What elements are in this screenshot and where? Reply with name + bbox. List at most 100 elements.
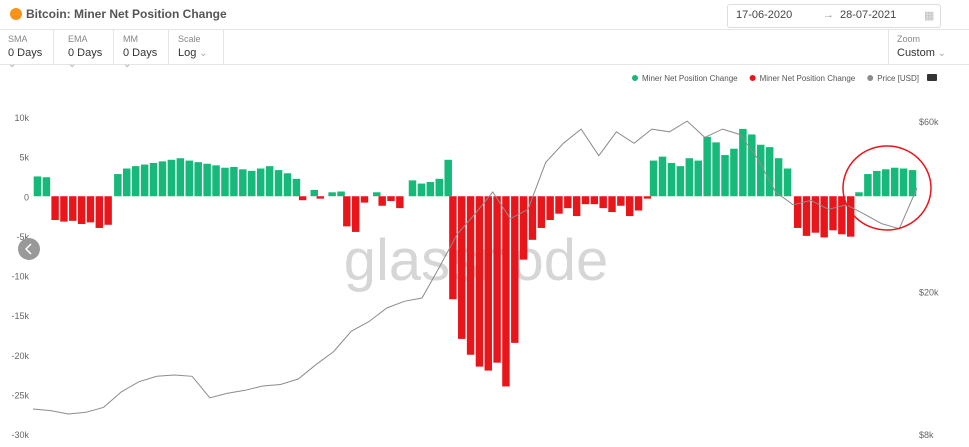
bar: [908, 170, 917, 197]
control[interactable]: MM 0 Days ⌄: [115, 30, 169, 70]
bar: [502, 196, 510, 387]
bar: [581, 196, 590, 205]
caret: ⌄: [123, 59, 132, 70]
bar: [528, 196, 537, 240]
bitcoin-icon: [10, 8, 22, 20]
control-value[interactable]: 0 Days: [123, 47, 158, 59]
bar: [802, 196, 811, 236]
control-value[interactable]: Custom: [897, 47, 935, 59]
bar: [590, 196, 599, 205]
bar: [230, 166, 238, 197]
control-value[interactable]: Log: [178, 47, 197, 59]
bar: [60, 196, 68, 222]
bar: [149, 162, 158, 197]
bar: [256, 168, 265, 197]
legend-dot: [632, 75, 638, 81]
camera-icon: [927, 74, 937, 81]
bar: [712, 142, 720, 197]
bar: [608, 196, 616, 213]
bar: [625, 196, 634, 217]
bar: [793, 196, 802, 228]
bar: [140, 164, 149, 197]
bar: [721, 155, 729, 197]
bar: [881, 169, 890, 197]
bar: [316, 196, 325, 199]
bar: [408, 180, 417, 197]
legend-dot: [749, 75, 756, 81]
bar: [617, 196, 625, 206]
bar: [864, 174, 872, 197]
y-tick-label: -5k: [16, 232, 29, 242]
calendar-icon[interactable]: ▦: [924, 10, 935, 22]
bar: [739, 128, 747, 197]
bar: [298, 196, 307, 201]
divider: [0, 64, 969, 65]
bar: [546, 196, 554, 221]
control-label: SMA: [8, 34, 28, 44]
bar: [104, 196, 112, 225]
bar: [774, 158, 783, 197]
bar: [466, 196, 475, 355]
y-tick-label: -20k: [11, 351, 29, 361]
plot: glassnode 10k5k0-5k-10k-15k-20k-25k-30k$…: [11, 74, 939, 440]
bar: [537, 196, 546, 228]
nav-button[interactable]: [18, 238, 40, 260]
bar: [838, 196, 846, 235]
control-label: EMA: [68, 34, 88, 44]
bar: [221, 167, 229, 197]
legend-dot: [867, 75, 874, 81]
bar: [158, 161, 167, 197]
control-label: MM: [123, 34, 138, 44]
bar: [274, 170, 283, 197]
bar: [283, 173, 292, 197]
control-value[interactable]: 0 Days: [8, 47, 43, 59]
bar: [33, 176, 42, 197]
control[interactable]: SMA 0 Days ⌄: [0, 30, 54, 70]
y-tick-label: 0: [24, 192, 29, 202]
legend-label: Price [USD]: [877, 74, 919, 83]
control-value[interactable]: 0 Days: [68, 47, 103, 59]
y-tick-label: 10k: [14, 113, 29, 123]
y-tick-label: -15k: [11, 311, 29, 321]
bar: [519, 196, 528, 260]
bar: [846, 196, 855, 237]
chart: glassnode 10k5k0-5k-10k-15k-20k-25k-30k$…: [11, 74, 939, 440]
nav-arrow: [24, 243, 32, 255]
control[interactable]: EMA 0 Days ⌄: [60, 30, 114, 70]
bar: [248, 170, 256, 197]
bar: [658, 156, 667, 197]
bar: [667, 162, 676, 197]
bar: [69, 196, 77, 221]
bar: [572, 196, 581, 217]
bar: [185, 160, 194, 197]
bar: [378, 196, 386, 206]
control[interactable]: Scale Log ⌄: [170, 30, 224, 64]
bar: [475, 196, 484, 367]
bar: [820, 196, 828, 238]
bar: [444, 159, 452, 197]
bar: [811, 196, 820, 233]
bar: [703, 136, 711, 197]
date-range[interactable]: 17-06-2020 → 28-07-2021 ▦: [727, 4, 941, 28]
control-label: Scale: [178, 34, 201, 44]
divider: [0, 29, 969, 30]
bar: [360, 196, 369, 203]
y-tick-label: -25k: [11, 390, 29, 400]
bar: [239, 169, 247, 197]
bar: [685, 158, 694, 197]
control[interactable]: Zoom Custom ⌄: [888, 30, 969, 64]
y2-tick-label: $20k: [919, 288, 939, 298]
bar: [765, 147, 774, 197]
bar: [328, 192, 336, 197]
bar: [564, 196, 572, 209]
y-tick-label: -10k: [11, 272, 29, 282]
y2-tick-label: $60k: [919, 117, 939, 127]
legend-label: Miner Net Position Change: [642, 74, 738, 83]
bar: [899, 168, 908, 197]
control-label: Zoom: [897, 34, 921, 44]
date-from[interactable]: 17-06-2020: [736, 9, 793, 21]
bar: [694, 160, 702, 197]
date-to[interactable]: 28-07-2021: [840, 9, 897, 21]
bar: [676, 166, 685, 197]
bar: [555, 196, 563, 214]
